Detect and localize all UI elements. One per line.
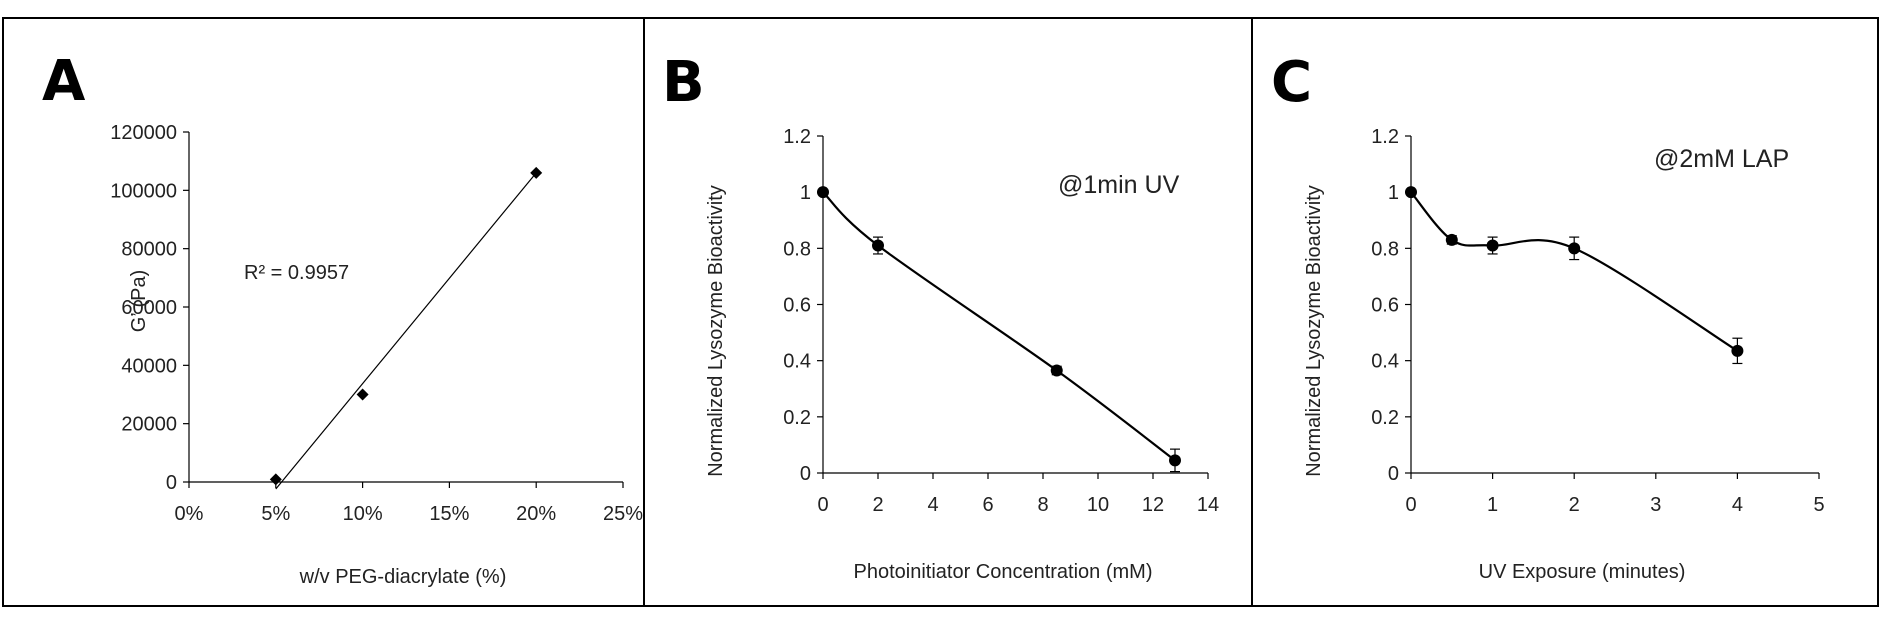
condition-label-c: @2mM LAP xyxy=(1654,145,1789,173)
y-tick-label: 60000 xyxy=(121,297,177,319)
series-line-b xyxy=(822,191,1176,462)
data-points-a xyxy=(269,166,543,486)
trendline xyxy=(275,172,537,490)
x-tick-label: 10% xyxy=(343,503,383,525)
y-tick-label: 0.2 xyxy=(783,407,811,429)
data-point xyxy=(1731,344,1744,357)
y-tick-label: 40000 xyxy=(121,355,177,377)
data-point xyxy=(269,473,282,486)
x-axis-title-c: UV Exposure (minutes) xyxy=(1479,561,1686,583)
y-tick-label: 1 xyxy=(800,182,811,204)
x-tick-label: 15% xyxy=(429,503,469,525)
x-tick-label: 6 xyxy=(982,494,993,516)
x-tick-label: 3 xyxy=(1650,494,1661,516)
data-points-b xyxy=(817,186,1181,473)
condition-label-b: @1min UV xyxy=(1058,171,1180,199)
x-tick-label: 14 xyxy=(1197,494,1219,516)
x-tick-label: 5% xyxy=(261,503,290,525)
x-tick-label: 1 xyxy=(1487,494,1498,516)
y-tick-label: 1.2 xyxy=(783,126,811,148)
x-tick-label: 20% xyxy=(516,503,556,525)
x-tick-label: 0 xyxy=(817,494,828,516)
panel-c-frame xyxy=(1251,17,1879,607)
y-tick-label: 0.4 xyxy=(1371,351,1399,373)
y-tick-label: 1.2 xyxy=(1371,126,1399,148)
axes-c: 0 1 2 3 4 5 0 0.2 0.4 0.6 0.8 1 1.2 xyxy=(1371,126,1824,516)
data-point xyxy=(817,186,829,199)
y-tick-label: 0.4 xyxy=(783,351,811,373)
y-tick-label: 120000 xyxy=(110,122,177,144)
x-axis-title-b: Photoinitiator Concentration (mM) xyxy=(853,561,1152,583)
x-tick-label: 5 xyxy=(1813,494,1824,516)
panel-a: A 0% 5% 10% 15% 20% 25% 0 20000 40000 60000 80000 1… xyxy=(42,49,643,588)
x-tick-label: 4 xyxy=(927,494,938,516)
data-point xyxy=(1568,242,1581,255)
y-tick-label: 0.8 xyxy=(1371,238,1399,260)
panel-c: C 0 1 2 3 4 5 0 0.2 0.4 0.6 0.8 1 1.2 @2mM LAP UV Ex… xyxy=(1271,50,1825,583)
axes-a: 0% 5% 10% 15% 20% 25% 0 20000 40000 60000 80000 100… xyxy=(110,122,643,525)
panel-letter-c: C xyxy=(1271,50,1312,115)
series-line xyxy=(1410,191,1738,352)
series-line-c xyxy=(1410,191,1738,352)
trendline-a xyxy=(275,172,537,490)
data-point xyxy=(1445,233,1458,246)
x-tick-label: 25% xyxy=(603,503,643,525)
y-axis-title-a: G’ (Pa) xyxy=(128,270,150,333)
x-axis-title-a: w/v PEG-diacrylate (%) xyxy=(299,566,507,588)
axes-b: 0 2 4 6 8 10 12 14 0 0.2 0.4 0.6 0.8 1 1.2 xyxy=(783,126,1219,516)
panel-letter-b: B xyxy=(662,50,705,115)
x-tick-label: 12 xyxy=(1142,494,1164,516)
x-tick-label: 8 xyxy=(1037,494,1048,516)
data-point xyxy=(1405,186,1417,199)
r-squared-label: R² = 0.9957 xyxy=(244,262,349,284)
y-tick-label: 0.6 xyxy=(783,295,811,317)
y-tick-label: 1 xyxy=(1388,182,1399,204)
data-point xyxy=(872,239,884,252)
y-tick-label: 0.8 xyxy=(783,238,811,260)
data-point xyxy=(1169,454,1181,467)
panel-letter-a: A xyxy=(42,49,86,114)
x-tick-label: 4 xyxy=(1732,494,1743,516)
series-line xyxy=(822,191,1176,462)
y-tick-label: 0.6 xyxy=(1371,295,1399,317)
panel-b-frame xyxy=(643,17,1253,607)
data-point xyxy=(356,388,369,401)
x-tick-label: 0 xyxy=(1405,494,1416,516)
y-axis-title-c: Normalized Lysozyme Bioactivity xyxy=(1303,185,1325,477)
x-tick-label: 2 xyxy=(1569,494,1580,516)
data-point xyxy=(1486,239,1499,252)
data-points-c xyxy=(1405,186,1744,365)
x-tick-label: 0% xyxy=(175,503,204,525)
y-tick-label: 0.2 xyxy=(1371,407,1399,429)
data-point xyxy=(1050,364,1063,377)
y-tick-label: 0 xyxy=(800,463,811,485)
y-tick-label: 80000 xyxy=(121,239,177,261)
y-axis-title-b: Normalized Lysozyme Bioactivity xyxy=(705,185,727,477)
y-tick-label: 0 xyxy=(166,472,177,494)
x-tick-label: 2 xyxy=(872,494,883,516)
y-tick-label: 100000 xyxy=(110,180,177,202)
x-tick-label: 10 xyxy=(1087,494,1109,516)
y-tick-label: 20000 xyxy=(121,414,177,436)
y-tick-label: 0 xyxy=(1388,463,1399,485)
data-point xyxy=(530,166,543,179)
